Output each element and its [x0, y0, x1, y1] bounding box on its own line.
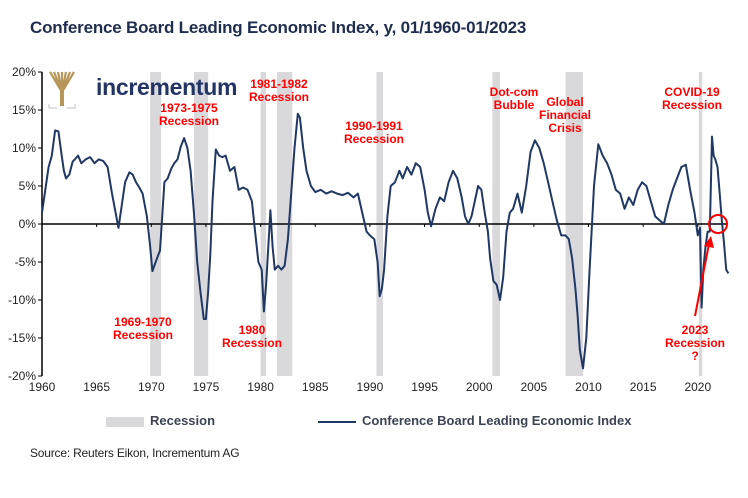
x-tick-label: 2010 [575, 380, 602, 394]
annotation-label: COVID-19 Recession [662, 85, 722, 112]
legend-swatch-recession [106, 416, 144, 427]
x-tick-label: 1990 [357, 380, 384, 394]
y-tick-label: 20% [12, 65, 36, 79]
x-tick-label: 1980 [247, 380, 274, 394]
y-tick-label: 15% [12, 103, 36, 117]
x-tick-label: 1985 [302, 380, 329, 394]
annotation-label: 1990-1991 Recession [344, 119, 404, 146]
x-tick-label: 2000 [466, 380, 493, 394]
x-tick-label: 2020 [684, 380, 711, 394]
annotation-label: 1980 Recession [222, 323, 282, 350]
annotation-label: 1973-1975 Recession [159, 101, 219, 128]
x-tick-label: 1965 [83, 380, 110, 394]
source-note: Source: Reuters Eikon, Incrementum AG [30, 446, 240, 460]
annotation-arrow [694, 243, 710, 317]
legend-item-series: Conference Board Leading Economic Index [318, 413, 631, 428]
x-tick-label: 2015 [630, 380, 657, 394]
legend-item-recession: Recession [106, 413, 215, 428]
x-tick-label: 1995 [411, 380, 438, 394]
y-tick-label: -20% [8, 369, 36, 383]
arrowhead-icon [704, 236, 714, 248]
x-tick-label: 1970 [138, 380, 165, 394]
x-tick-label: 1960 [29, 380, 56, 394]
axes: 20% 15% 10% 5% 0% -5% -10% -15% -20%1960 1965 1970… [8, 65, 728, 394]
annotation-label: 1981-1982 Recession [249, 77, 309, 104]
y-tick-label: 5% [19, 179, 37, 193]
x-tick-label: 2005 [520, 380, 547, 394]
legend-label-series: Conference Board Leading Economic Index [362, 413, 632, 428]
series-line-leading-index [41, 112, 730, 370]
logo [48, 71, 76, 109]
zero-crossing-circle [708, 214, 729, 234]
y-tick-label: 0% [19, 217, 37, 231]
annotation-label: 1969-1970 Recession [113, 315, 173, 342]
y-tick-label: -5% [15, 255, 37, 269]
annotation-label: Dot-com Bubble [490, 85, 539, 112]
x-tick-label: 1975 [193, 380, 220, 394]
logo-text: incrementum [96, 74, 238, 100]
annotation-label: 2023 Recession? [665, 323, 725, 363]
tree-icon [48, 71, 76, 109]
y-tick-label: -10% [8, 293, 36, 307]
annotations: 1969-1970 Recession 1973-1975 Recession 1980… [113, 77, 729, 363]
y-tick-label: 10% [12, 141, 36, 155]
legend-swatch-series [318, 420, 356, 423]
chart-title: Conference Board Leading Economic Index,… [30, 18, 527, 37]
annotation-label: Global Financial Crisis [539, 95, 591, 135]
legend-label-recession: Recession [150, 413, 216, 428]
y-tick-label: -15% [8, 331, 36, 345]
